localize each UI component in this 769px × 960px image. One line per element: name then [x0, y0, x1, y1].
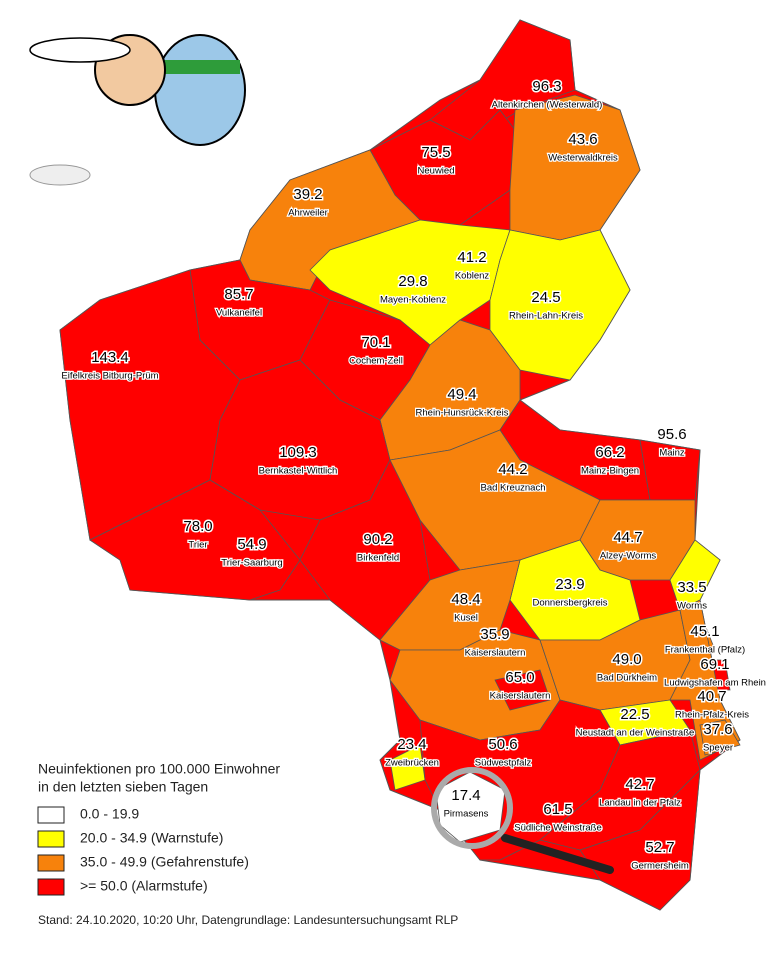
district-value: 42.7 — [625, 776, 654, 793]
district-name: Kusel — [454, 613, 478, 624]
district-name: Birkenfeld — [357, 553, 399, 564]
district-value: 75.5 — [421, 144, 450, 161]
district-name: Rhein-Lahn-Kreis — [509, 311, 583, 322]
district-value: 78.0 — [183, 518, 212, 535]
district-name: Westerwaldkreis — [548, 153, 618, 164]
district — [89, 479, 301, 601]
district-value: 85.7 — [224, 286, 253, 303]
legend: Neuinfektionen pro 100.000 Einwohner in d… — [37, 761, 280, 896]
district — [669, 539, 721, 611]
district-name: Bernkastel-Wittlich — [259, 466, 338, 477]
district-value: 24.5 — [531, 289, 560, 306]
districts — [59, 19, 741, 911]
district-value: 49.0 — [612, 651, 641, 668]
district-value: 109.3 — [279, 444, 317, 461]
legend-title: in den letzten sieben Tagen — [38, 779, 208, 795]
district-value: 43.6 — [568, 131, 597, 148]
legend-label: >= 50.0 (Alarmstufe) — [80, 878, 208, 894]
district-name: Rhein-Hunsrück-Kreis — [416, 408, 509, 419]
district-value: 54.9 — [237, 536, 266, 553]
district-value: 17.4 — [451, 787, 480, 804]
legend-title: Neuinfektionen pro 100.000 Einwohner — [38, 761, 280, 777]
district-name: Bad Dürkheim — [597, 673, 657, 684]
labels: 96.3 Altenkirchen (Westerwald) 75.5 Neuwied… — [60, 76, 767, 872]
district-value: 39.2 — [293, 186, 322, 203]
legend-swatch — [37, 878, 65, 896]
district-value: 41.2 — [457, 249, 486, 266]
district-value: 48.4 — [451, 591, 480, 608]
legend-swatch — [37, 854, 65, 872]
district-name: Südliche Weinstraße — [514, 823, 601, 834]
district-name: Südwestpfalz — [475, 758, 532, 769]
district-name: Alzey-Worms — [600, 551, 657, 562]
district — [494, 669, 551, 711]
district-value: 52.7 — [645, 839, 674, 856]
district — [699, 719, 741, 756]
district-value: 95.6 — [657, 426, 686, 443]
legend-swatch — [37, 830, 65, 848]
district-value: 61.5 — [543, 801, 572, 818]
legend-label: 20.0 - 34.9 (Warnstufe) — [80, 830, 223, 846]
district-value: 44.2 — [498, 461, 527, 478]
district-value: 23.9 — [555, 576, 584, 593]
district-value: 23.4 — [397, 736, 426, 753]
district-value: 29.8 — [398, 273, 427, 290]
district-name: Speyer — [703, 743, 733, 754]
district-value: 33.5 — [677, 579, 706, 596]
district — [579, 768, 701, 911]
legend-label: 0.0 - 19.9 — [80, 806, 139, 822]
district-value: 45.1 — [690, 623, 719, 640]
legend-swatch — [37, 806, 65, 824]
district-value: 90.2 — [363, 531, 392, 548]
magnifier — [431, 767, 614, 874]
district-name: Bad Kreuznach — [481, 483, 546, 494]
district-name: Donnersbergkreis — [533, 598, 608, 609]
district-value: 49.4 — [447, 386, 476, 403]
district-name: Trier — [188, 540, 207, 551]
district-name: Pirmasens — [444, 809, 489, 820]
district-name: Worms — [677, 601, 707, 612]
district-value: 66.2 — [595, 444, 624, 461]
district-name: Altenkirchen (Westerwald) — [492, 100, 603, 111]
district-value: 44.7 — [613, 529, 642, 546]
footer: Stand: 24.10.2020, 10:20 Uhr, Datengrund… — [38, 913, 458, 927]
district-name: Ludwigshafen am Rhein — [664, 678, 766, 689]
district-name: Rhein-Pfalz-Kreis — [675, 710, 749, 721]
district — [489, 229, 631, 381]
district — [509, 94, 641, 241]
district-name: Landau in der Pfalz — [599, 798, 681, 809]
district-name: Neuwied — [418, 166, 455, 177]
district-name: Zweibrücken — [385, 758, 439, 769]
district-name: Koblenz — [455, 271, 490, 282]
district-name: Trier-Saarburg — [221, 558, 282, 569]
district-name: Mainz-Bingen — [581, 466, 639, 477]
district-name: Mayen-Koblenz — [380, 295, 446, 306]
legend-label: 35.0 - 49.9 (Gefahrenstufe) — [80, 854, 249, 870]
district-value: 37.6 — [703, 721, 732, 738]
cartoon — [29, 34, 246, 186]
district-name: Kaiserslautern — [490, 691, 551, 702]
district-name: Ahrweiler — [288, 208, 328, 219]
district-value: 65.0 — [505, 669, 534, 686]
district-name: Cochem-Zell — [349, 356, 403, 367]
district-name: Kaiserslautern — [465, 648, 526, 659]
district-value: 50.6 — [488, 736, 517, 753]
district-value: 70.1 — [361, 334, 390, 351]
district-value: 40.7 — [697, 688, 726, 705]
district-name: Vulkaneifel — [216, 308, 262, 319]
district-name: Neustadt an der Weinstraße — [576, 728, 695, 739]
district-value: 143.4 — [91, 349, 129, 366]
district-value: 35.9 — [480, 626, 509, 643]
district-value: 96.3 — [532, 78, 561, 95]
district-name: Mainz — [659, 448, 685, 459]
district — [669, 599, 741, 761]
district-value: 22.5 — [620, 706, 649, 723]
district-value: 69.1 — [700, 656, 729, 673]
district-name: Frankenthal (Pfalz) — [665, 645, 745, 656]
district-name: Eifelkreis Bitburg-Prüm — [61, 371, 158, 382]
district-name: Germersheim — [631, 861, 689, 872]
